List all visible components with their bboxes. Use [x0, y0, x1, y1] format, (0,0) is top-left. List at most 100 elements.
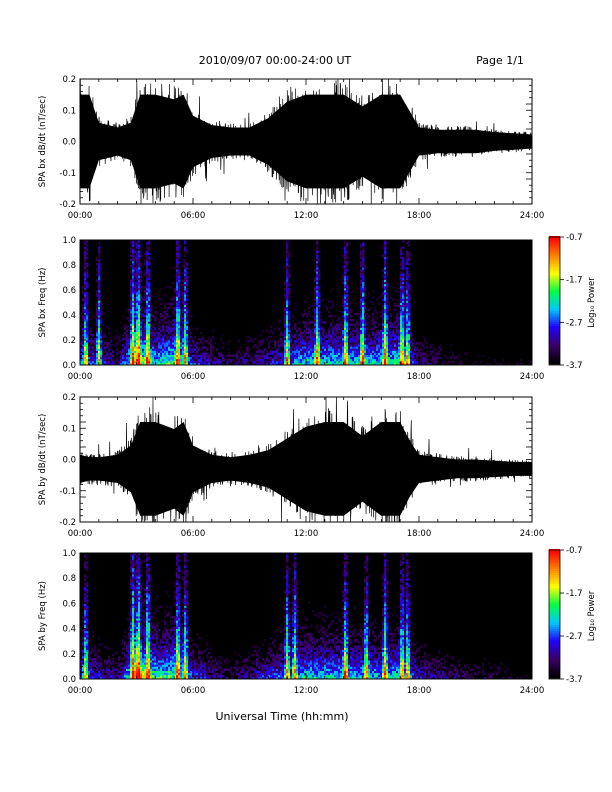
spectrogram-cell — [108, 647, 111, 650]
spectrogram-cell — [326, 350, 329, 353]
spectrogram-cell — [320, 319, 323, 322]
spectrogram-cell — [422, 356, 425, 360]
spectrogram-cell — [86, 350, 89, 353]
spectrogram-cell — [332, 348, 335, 351]
spectrogram-cell — [384, 356, 387, 360]
spectrogram-cell — [352, 335, 355, 339]
spectrogram-cell — [82, 645, 85, 648]
spectrogram-cell — [184, 296, 187, 299]
spectrogram-cell — [136, 298, 139, 301]
spectrogram-cell — [300, 348, 303, 351]
spectrogram-cell — [388, 329, 391, 333]
spectrogram-cell — [162, 315, 165, 318]
spectrogram-cell — [410, 344, 413, 347]
spectrogram-cell — [122, 639, 125, 642]
spectrogram-cell — [284, 358, 287, 362]
spectrogram-cell — [354, 325, 357, 328]
spectrogram-cell — [210, 340, 213, 343]
spectrogram-cell — [340, 323, 343, 326]
spectrogram-cell — [186, 329, 189, 333]
spectrogram-cell — [176, 256, 179, 260]
spectrogram-cell — [98, 670, 101, 674]
spectrogram-cell — [328, 360, 331, 364]
spectrogram-cell — [360, 317, 363, 320]
spectrogram-cell — [108, 668, 111, 671]
spectrogram-cell — [86, 674, 89, 678]
spectrogram-cell — [284, 281, 287, 285]
spectrogram-cell — [286, 354, 289, 358]
spectrogram-cell — [286, 250, 289, 253]
spectrogram-cell — [202, 346, 205, 349]
spectrogram-cell — [294, 342, 297, 345]
spectrogram-cell — [338, 333, 341, 337]
spectrogram-cell — [194, 358, 197, 362]
spectrogram-cell — [270, 362, 273, 366]
spectrogram-cell — [94, 651, 97, 655]
spectrogram-cell — [94, 354, 97, 358]
spectrogram-cell — [84, 317, 87, 320]
spectrogram-cell — [180, 327, 183, 330]
spectrogram-cell — [164, 331, 167, 335]
spectrogram-cell — [210, 350, 213, 353]
spectrogram-cell — [132, 603, 135, 606]
spectrogram-cell — [140, 342, 143, 345]
spectrogram-cell — [402, 319, 405, 322]
spectrogram-cell — [270, 340, 273, 343]
spectrogram-cell — [146, 265, 149, 268]
spectrogram-cell — [350, 340, 353, 343]
spectrogram-cell — [150, 362, 153, 366]
spectrogram-cell — [164, 348, 167, 351]
spectrogram-cell — [132, 559, 135, 562]
spectrogram-cell — [132, 315, 135, 318]
spectrogram-cell — [398, 319, 401, 322]
colorbar-step — [549, 250, 560, 254]
spectrogram-cell — [310, 344, 313, 347]
spectrogram-cell — [146, 308, 149, 312]
spectrogram-cell — [202, 342, 205, 345]
spectrogram-cell — [288, 248, 291, 251]
spectrogram-cell — [348, 356, 351, 360]
spectrogram-cell — [148, 350, 151, 353]
colorbar-step — [549, 325, 560, 329]
spectrogram-cell — [126, 325, 129, 328]
spectrogram-cell — [90, 658, 93, 661]
spectrogram-cell — [316, 352, 319, 355]
spectrogram-cell — [286, 323, 289, 326]
spectrogram-cell — [114, 337, 117, 341]
spectrogram-cell — [280, 337, 283, 341]
spectrogram-cell — [136, 296, 139, 299]
spectrogram-cell — [100, 356, 103, 360]
spectrogram-cell — [310, 352, 313, 355]
spectrogram-cell — [200, 337, 203, 341]
spectrogram-cell — [130, 325, 133, 328]
spectrogram-cell — [144, 350, 147, 353]
spectrogram-cell — [116, 358, 119, 362]
spectrogram-cell — [124, 634, 127, 638]
spectrogram-cell — [254, 362, 257, 366]
spectrogram-cell — [354, 337, 357, 341]
spectrogram-cell — [100, 666, 103, 669]
spectrogram-cell — [132, 569, 135, 573]
spectrogram-cell — [288, 312, 291, 316]
spectrogram-cell — [180, 333, 183, 337]
spectrogram-cell — [408, 244, 411, 247]
spectrogram-cell — [246, 354, 249, 358]
spectrogram-cell — [140, 327, 143, 330]
spectrogram-cell — [360, 342, 363, 345]
spectrogram-cell — [370, 362, 373, 366]
spectrogram-cell — [302, 346, 305, 349]
spectrogram-cell — [292, 362, 295, 366]
spectrogram-cell — [108, 358, 111, 362]
spectrogram-cell — [134, 342, 137, 345]
spectrogram-cell — [304, 340, 307, 343]
spectrogram-cell — [410, 342, 413, 345]
spectrogram-cell — [402, 317, 405, 320]
spectrogram-cell — [412, 340, 415, 343]
spectrogram-cell — [154, 337, 157, 341]
spectrogram-cell — [408, 317, 411, 320]
spectrogram-cell — [356, 323, 359, 326]
spectrogram-cell — [262, 340, 265, 343]
spectrogram-cell — [82, 653, 85, 657]
spectrogram-cell — [322, 344, 325, 347]
spectrogram-cell — [350, 315, 353, 318]
